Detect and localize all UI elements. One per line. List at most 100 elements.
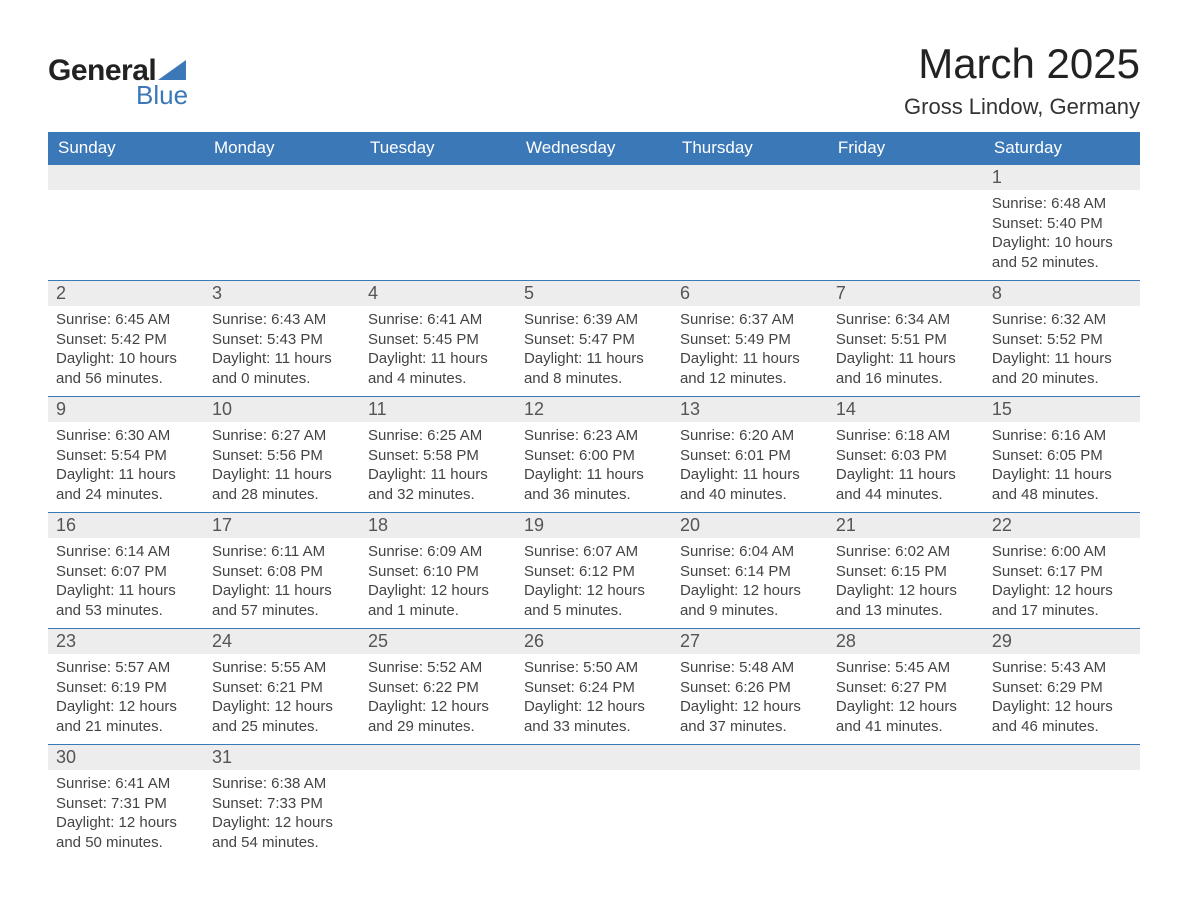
weekday-header: Saturday (984, 132, 1140, 165)
day-cell-details (828, 770, 984, 860)
weekday-header: Thursday (672, 132, 828, 165)
details-row: Sunrise: 6:41 AMSunset: 7:31 PMDaylight:… (48, 770, 1140, 860)
day-cell-details: Sunrise: 6:30 AMSunset: 5:54 PMDaylight:… (48, 422, 204, 513)
day-sunrise: Sunrise: 6:45 AM (56, 310, 196, 330)
day-daylight2: and 37 minutes. (680, 717, 820, 737)
day-cell-number: 27 (672, 629, 828, 655)
day-number: 26 (516, 629, 672, 654)
day-daylight1: Daylight: 10 hours (56, 349, 196, 369)
day-cell-details: Sunrise: 6:07 AMSunset: 6:12 PMDaylight:… (516, 538, 672, 629)
day-number: 13 (672, 397, 828, 422)
calendar-table: Sunday Monday Tuesday Wednesday Thursday… (48, 132, 1140, 860)
day-cell-details: Sunrise: 5:45 AMSunset: 6:27 PMDaylight:… (828, 654, 984, 745)
day-daylight1: Daylight: 12 hours (368, 581, 508, 601)
day-details: Sunrise: 6:11 AMSunset: 6:08 PMDaylight:… (204, 538, 360, 628)
day-cell-details: Sunrise: 6:00 AMSunset: 6:17 PMDaylight:… (984, 538, 1140, 629)
day-daylight2: and 28 minutes. (212, 485, 352, 505)
day-sunset: Sunset: 6:08 PM (212, 562, 352, 582)
day-cell-number: 9 (48, 397, 204, 423)
day-daylight2: and 48 minutes. (992, 485, 1132, 505)
day-sunset: Sunset: 5:40 PM (992, 214, 1132, 234)
day-cell-details: Sunrise: 6:41 AMSunset: 7:31 PMDaylight:… (48, 770, 204, 860)
day-daylight2: and 56 minutes. (56, 369, 196, 389)
day-daylight2: and 52 minutes. (992, 253, 1132, 273)
day-daylight2: and 44 minutes. (836, 485, 976, 505)
day-daylight1: Daylight: 11 hours (992, 465, 1132, 485)
day-daylight1: Daylight: 11 hours (56, 465, 196, 485)
day-sunset: Sunset: 6:14 PM (680, 562, 820, 582)
day-details: Sunrise: 6:38 AMSunset: 7:33 PMDaylight:… (204, 770, 360, 860)
day-daylight1: Daylight: 12 hours (680, 581, 820, 601)
day-cell-details: Sunrise: 6:23 AMSunset: 6:00 PMDaylight:… (516, 422, 672, 513)
day-cell-number: 13 (672, 397, 828, 423)
day-cell-details (204, 190, 360, 281)
day-sunset: Sunset: 5:47 PM (524, 330, 664, 350)
day-daylight2: and 5 minutes. (524, 601, 664, 621)
day-sunset: Sunset: 5:45 PM (368, 330, 508, 350)
day-daylight2: and 16 minutes. (836, 369, 976, 389)
day-cell-details: Sunrise: 5:43 AMSunset: 6:29 PMDaylight:… (984, 654, 1140, 745)
day-cell-details: Sunrise: 6:37 AMSunset: 5:49 PMDaylight:… (672, 306, 828, 397)
day-number: 29 (984, 629, 1140, 654)
day-number: 10 (204, 397, 360, 422)
day-details: Sunrise: 6:07 AMSunset: 6:12 PMDaylight:… (516, 538, 672, 628)
day-sunrise: Sunrise: 6:09 AM (368, 542, 508, 562)
day-number: 1 (984, 165, 1140, 190)
day-number: 21 (828, 513, 984, 538)
day-details: Sunrise: 6:00 AMSunset: 6:17 PMDaylight:… (984, 538, 1140, 628)
day-sunrise: Sunrise: 6:41 AM (368, 310, 508, 330)
day-daylight1: Daylight: 12 hours (992, 581, 1132, 601)
weekday-header-row: Sunday Monday Tuesday Wednesday Thursday… (48, 132, 1140, 165)
day-details: Sunrise: 6:34 AMSunset: 5:51 PMDaylight:… (828, 306, 984, 396)
day-cell-details: Sunrise: 6:39 AMSunset: 5:47 PMDaylight:… (516, 306, 672, 397)
day-sunrise: Sunrise: 6:41 AM (56, 774, 196, 794)
day-daylight2: and 29 minutes. (368, 717, 508, 737)
day-cell-number: 23 (48, 629, 204, 655)
day-sunrise: Sunrise: 6:30 AM (56, 426, 196, 446)
day-cell-number: 31 (204, 745, 360, 771)
day-sunset: Sunset: 6:17 PM (992, 562, 1132, 582)
day-sunset: Sunset: 6:01 PM (680, 446, 820, 466)
day-cell-number (48, 165, 204, 191)
day-number: 11 (360, 397, 516, 422)
day-cell-details: Sunrise: 6:20 AMSunset: 6:01 PMDaylight:… (672, 422, 828, 513)
day-number: 5 (516, 281, 672, 306)
day-daylight1: Daylight: 11 hours (836, 465, 976, 485)
day-number: 17 (204, 513, 360, 538)
day-cell-number: 11 (360, 397, 516, 423)
day-cell-number: 28 (828, 629, 984, 655)
day-details: Sunrise: 6:39 AMSunset: 5:47 PMDaylight:… (516, 306, 672, 396)
day-daylight1: Daylight: 10 hours (992, 233, 1132, 253)
day-cell-details: Sunrise: 6:32 AMSunset: 5:52 PMDaylight:… (984, 306, 1140, 397)
day-daylight2: and 36 minutes. (524, 485, 664, 505)
day-cell-number (828, 745, 984, 771)
day-sunrise: Sunrise: 6:43 AM (212, 310, 352, 330)
day-daylight2: and 41 minutes. (836, 717, 976, 737)
day-details: Sunrise: 6:27 AMSunset: 5:56 PMDaylight:… (204, 422, 360, 512)
day-details: Sunrise: 5:48 AMSunset: 6:26 PMDaylight:… (672, 654, 828, 744)
day-number: 14 (828, 397, 984, 422)
day-daylight2: and 21 minutes. (56, 717, 196, 737)
weekday-header: Friday (828, 132, 984, 165)
day-details: Sunrise: 5:45 AMSunset: 6:27 PMDaylight:… (828, 654, 984, 744)
day-cell-details: Sunrise: 6:09 AMSunset: 6:10 PMDaylight:… (360, 538, 516, 629)
day-details: Sunrise: 5:55 AMSunset: 6:21 PMDaylight:… (204, 654, 360, 744)
day-sunset: Sunset: 6:29 PM (992, 678, 1132, 698)
day-cell-number (984, 745, 1140, 771)
day-cell-number: 16 (48, 513, 204, 539)
day-sunrise: Sunrise: 5:43 AM (992, 658, 1132, 678)
day-cell-details: Sunrise: 6:04 AMSunset: 6:14 PMDaylight:… (672, 538, 828, 629)
details-row: Sunrise: 6:30 AMSunset: 5:54 PMDaylight:… (48, 422, 1140, 513)
day-details: Sunrise: 5:50 AMSunset: 6:24 PMDaylight:… (516, 654, 672, 744)
day-sunset: Sunset: 5:56 PM (212, 446, 352, 466)
day-daylight1: Daylight: 12 hours (524, 697, 664, 717)
day-sunrise: Sunrise: 6:27 AM (212, 426, 352, 446)
day-cell-number: 10 (204, 397, 360, 423)
day-details: Sunrise: 6:37 AMSunset: 5:49 PMDaylight:… (672, 306, 828, 396)
day-cell-details: Sunrise: 6:14 AMSunset: 6:07 PMDaylight:… (48, 538, 204, 629)
day-number: 23 (48, 629, 204, 654)
day-cell-number: 29 (984, 629, 1140, 655)
weekday-header: Wednesday (516, 132, 672, 165)
day-sunrise: Sunrise: 6:18 AM (836, 426, 976, 446)
day-sunrise: Sunrise: 6:04 AM (680, 542, 820, 562)
